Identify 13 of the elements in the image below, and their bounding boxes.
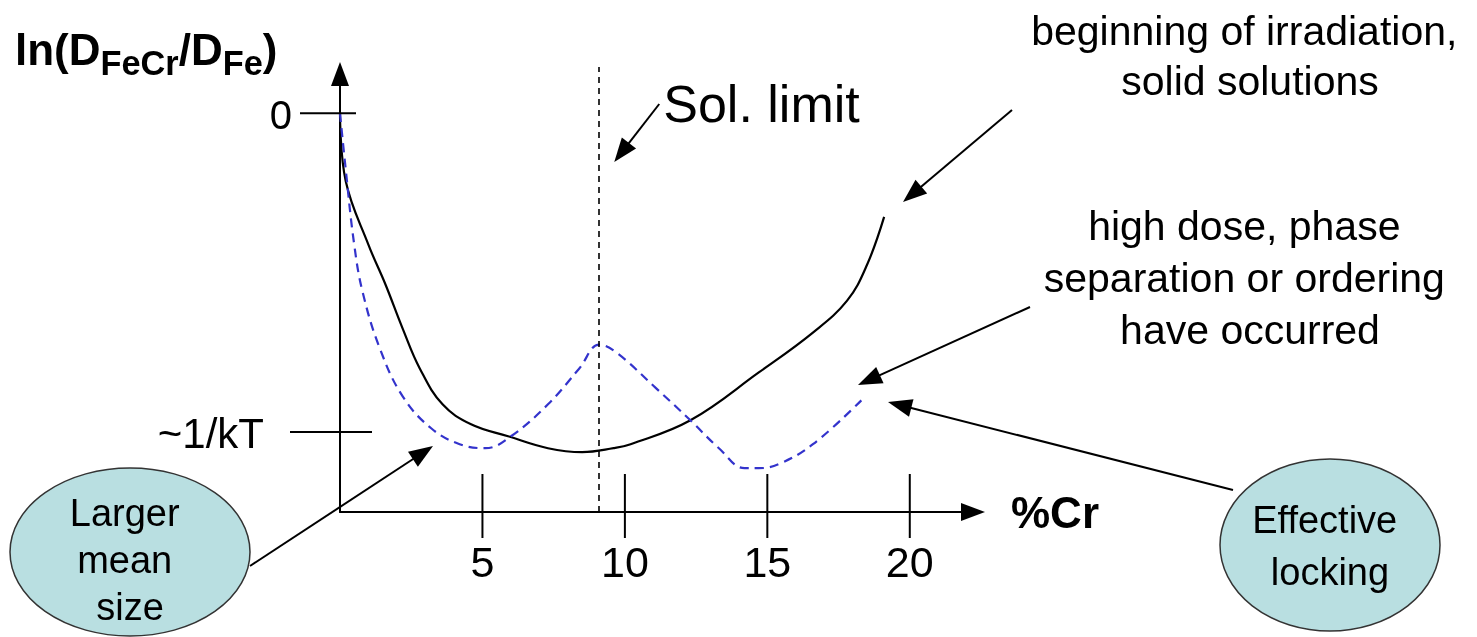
- text: ~1/kT: [157, 410, 264, 457]
- x-axis-title: %Cr: [1011, 487, 1100, 537]
- ref-line-label: Sol. limit: [663, 75, 861, 133]
- x-tick-label: 5: [470, 537, 495, 586]
- text: Effective locking: [1252, 499, 1408, 593]
- annotation: 0: [269, 93, 292, 138]
- y-axis-title: ln(D$_{FeCr}$/D$_{Fe}$): [15, 25, 278, 83]
- text: Larger mean size: [69, 492, 191, 628]
- x-tick-label: 10: [600, 537, 649, 586]
- x-tick-label: 15: [743, 537, 792, 586]
- text: high dose, phase separation or ordering have occurred: [1043, 203, 1457, 353]
- text: beginning of irradiation, solid solutions: [1031, 8, 1469, 104]
- x-tick-label: 20: [885, 537, 934, 586]
